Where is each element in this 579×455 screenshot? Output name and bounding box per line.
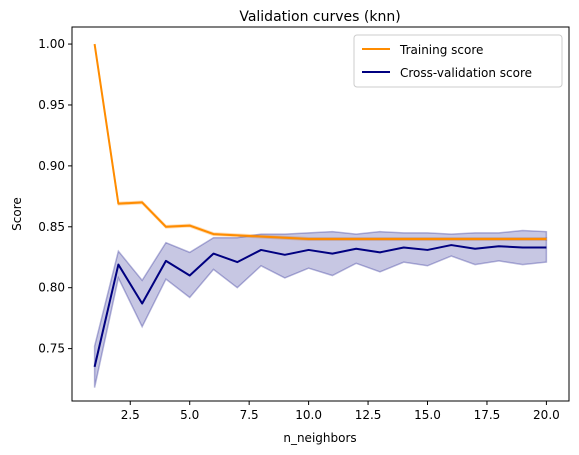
data-point-training-score: [93, 43, 96, 46]
data-point-training-score: [474, 237, 477, 240]
x-tick-label: 7.5: [240, 408, 259, 422]
data-point-training-score: [426, 237, 429, 240]
data-point-training-score: [355, 237, 358, 240]
legend-box: [353, 34, 563, 88]
data-point-cross-validation-score: [378, 251, 381, 254]
data-point-training-score: [545, 237, 548, 240]
y-tick-label: 0.75: [38, 342, 65, 356]
data-point-training-score: [497, 237, 500, 240]
data-point-cross-validation-score: [331, 252, 334, 255]
x-tick-label: 17.5: [474, 408, 501, 422]
data-point-cross-validation-score: [164, 259, 167, 262]
legend: Training score Cross-validation score: [353, 34, 563, 88]
x-tick-label: 12.5: [355, 408, 382, 422]
data-point-cross-validation-score: [236, 261, 239, 264]
data-point-training-score: [331, 237, 334, 240]
data-point-cross-validation-score: [212, 252, 215, 255]
legend-label-cross-validation-score: Cross-validation score: [400, 66, 532, 80]
data-point-training-score: [450, 237, 453, 240]
data-point-training-score: [141, 201, 144, 204]
data-point-cross-validation-score: [355, 247, 358, 250]
data-point-training-score: [378, 237, 381, 240]
data-point-cross-validation-score: [474, 247, 477, 250]
data-point-training-score: [164, 225, 167, 228]
chart-title: Validation curves (knn): [239, 9, 400, 25]
legend-label-training-score: Training score: [399, 43, 483, 57]
y-tick-label: 0.95: [38, 98, 65, 112]
data-point-cross-validation-score: [402, 246, 405, 249]
y-tick-label: 0.90: [38, 159, 65, 173]
data-point-training-score: [260, 235, 263, 238]
series-line-training-score: [93, 43, 547, 240]
x-tick-label: 15.0: [414, 408, 441, 422]
data-point-training-score: [212, 233, 215, 236]
y-tick-label: 0.85: [38, 220, 65, 234]
x-tick-label: 20.0: [533, 408, 560, 422]
data-point-cross-validation-score: [260, 248, 263, 251]
axes-frame: [71, 26, 570, 402]
data-point-training-score: [236, 234, 239, 237]
data-point-cross-validation-score: [141, 302, 144, 305]
x-tick-label: 2.5: [121, 408, 140, 422]
data-point-cross-validation-score: [545, 246, 548, 249]
data-point-cross-validation-score: [426, 248, 429, 251]
y-axis-label: Score: [10, 197, 24, 231]
data-point-cross-validation-score: [188, 274, 191, 277]
series-line-cross-validation-score: [93, 244, 547, 368]
y-tick-label: 1.00: [38, 37, 65, 51]
data-point-training-score: [188, 224, 191, 227]
data-point-cross-validation-score: [521, 246, 524, 249]
data-point-cross-validation-score: [93, 365, 96, 368]
data-point-training-score: [283, 236, 286, 239]
x-tick-label: 5.0: [180, 408, 199, 422]
data-point-training-score: [402, 237, 405, 240]
y-tick-label: 0.80: [38, 281, 65, 295]
x-axis-label: n_neighbors: [283, 431, 356, 445]
plot-area: [93, 43, 548, 388]
data-point-training-score: [117, 202, 120, 205]
data-point-cross-validation-score: [497, 245, 500, 248]
data-point-cross-validation-score: [117, 263, 120, 266]
data-point-cross-validation-score: [450, 244, 453, 247]
data-point-training-score: [307, 237, 310, 240]
data-point-training-score: [521, 237, 524, 240]
data-point-cross-validation-score: [307, 248, 310, 251]
data-point-cross-validation-score: [283, 253, 286, 256]
x-tick-label: 10.0: [295, 408, 322, 422]
axis-ticks: 2.5 5.0 7.5 10.0 12.5 15.0 17.5 20.0 0.75 0.80 0.8…: [38, 37, 559, 422]
